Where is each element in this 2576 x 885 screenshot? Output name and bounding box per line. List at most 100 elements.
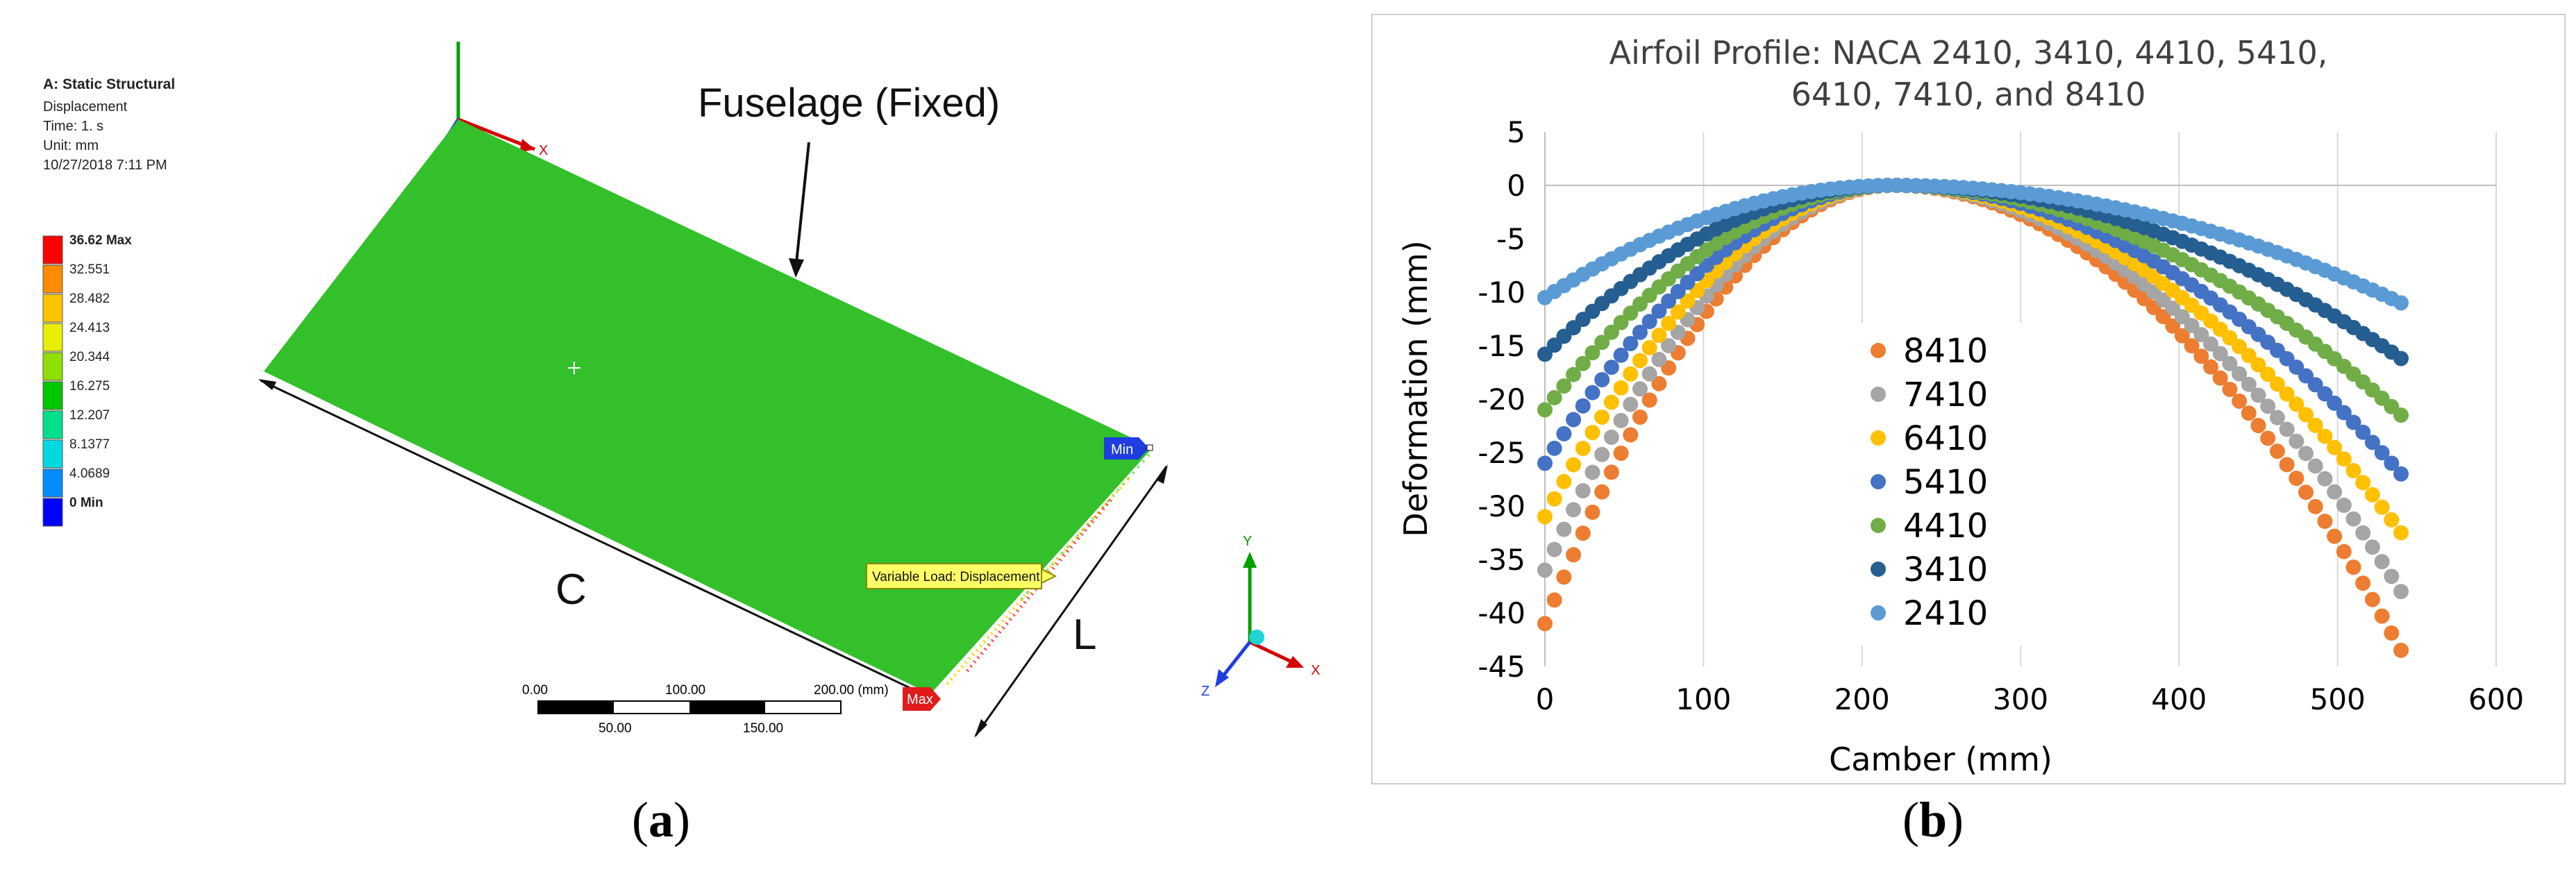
legend-value: 28.482 (69, 292, 110, 306)
data-point (1575, 355, 1591, 371)
data-point (1584, 464, 1600, 480)
data-point (1613, 347, 1629, 363)
legend-swatch (42, 469, 63, 498)
data-point (1603, 324, 1619, 340)
data-point (2336, 497, 2352, 513)
y-tick-label: 5 (1507, 115, 1525, 149)
ansys-displacement-panel: A: Static Structural Displacement Time: … (42, 42, 1320, 738)
scale-label-200: 200.00 (mm) (814, 683, 889, 698)
data-point (1566, 502, 1582, 518)
data-point (1575, 440, 1591, 456)
data-point (2355, 575, 2371, 591)
data-point (1623, 396, 1639, 412)
legend-swatch (42, 294, 63, 323)
data-point (1556, 569, 1572, 585)
data-point (2393, 525, 2409, 541)
data-point (1537, 455, 1553, 471)
data-point (1594, 335, 1610, 351)
result-type: Displacement (43, 99, 128, 115)
data-point (2327, 528, 2343, 544)
data-point (1546, 440, 1562, 456)
data-point (2364, 591, 2380, 607)
caption-b: (b) (1902, 792, 1964, 848)
data-point (1594, 446, 1610, 462)
data-point (2345, 463, 2361, 479)
variable-load-box (866, 563, 1042, 589)
x-tick-labels: 0 100 200 300 400 500 600 (1536, 682, 2524, 716)
max-tag (903, 687, 941, 711)
data-point (1641, 314, 1657, 330)
data-point (2393, 295, 2409, 311)
data-point (1584, 385, 1600, 401)
data-point (2279, 386, 2295, 402)
data-point (1623, 335, 1639, 351)
data-point (2364, 487, 2380, 503)
data-point (1566, 412, 1582, 428)
data-point (1584, 345, 1600, 361)
data-point (1546, 390, 1562, 406)
data-point (1537, 346, 1553, 362)
data-point (1594, 409, 1610, 425)
legend-label: 7410 (1903, 376, 1988, 414)
x-axis-title: Camber (mm) (1829, 741, 2052, 778)
data-point (2203, 359, 2218, 375)
dimension-l-label: L (1073, 611, 1096, 659)
y-tick-label: -40 (1478, 596, 1525, 630)
origin-x-label: X (539, 143, 548, 158)
data-point (1623, 427, 1639, 443)
dimension-c-line (260, 379, 931, 699)
data-point (2203, 336, 2218, 352)
scale-label-0: 0.00 (522, 683, 548, 698)
origin-x-arrowhead (519, 139, 535, 153)
data-point (2269, 410, 2285, 425)
legend-swatch (42, 439, 63, 469)
x-tick-label: 500 (2310, 682, 2366, 716)
data-point (2250, 387, 2266, 403)
data-point (1556, 521, 1572, 537)
legend-label: 3410 (1903, 550, 1988, 589)
data-point (1641, 339, 1657, 355)
data-point (2345, 414, 2361, 430)
data-point (1584, 504, 1600, 520)
data-point (2260, 430, 2276, 446)
data-point (1670, 304, 1686, 320)
data-point (1632, 324, 1648, 340)
legend-label: 6410 (1903, 419, 1988, 458)
triad-origin (1249, 630, 1264, 645)
x-tick-label: 100 (1675, 682, 1731, 716)
data-point (2222, 355, 2238, 371)
legend-marker (1871, 605, 1886, 621)
x-tick-label: 400 (2151, 682, 2207, 716)
data-point (1556, 425, 1572, 441)
contour-legend: 36.62 Max 32.551 28.482 24.413 20.344 16.275 1… (42, 233, 132, 527)
fuselage-arrow-shaft (794, 142, 810, 270)
data-point (2317, 471, 2333, 487)
caption-a-letter: a (648, 792, 674, 848)
legend-marker (1871, 343, 1886, 358)
data-point (1670, 324, 1686, 340)
legend-marker (1871, 387, 1886, 402)
legend-value: 8.1377 (69, 437, 110, 452)
x-tick-label: 200 (1834, 682, 1890, 716)
data-point (2393, 584, 2409, 600)
data-point (2317, 386, 2333, 402)
data-point (2289, 433, 2305, 449)
caption-b-letter: b (1918, 792, 1948, 848)
data-point (2327, 439, 2343, 455)
data-point (2174, 328, 2190, 344)
data-point (2298, 407, 2314, 423)
y-tick-label: -15 (1478, 329, 1525, 363)
legend-marker (1871, 518, 1886, 533)
legend-label: 2410 (1903, 594, 1988, 633)
y-tick-label: -20 (1478, 382, 1525, 416)
data-point (1603, 464, 1619, 480)
data-point (2241, 405, 2257, 421)
data-point (1641, 366, 1657, 382)
data-point (1575, 398, 1591, 414)
data-point (1670, 284, 1686, 300)
data-point (1537, 402, 1553, 418)
data-point (1566, 547, 1582, 563)
data-points (1537, 178, 2409, 658)
data-point (1661, 337, 1677, 353)
